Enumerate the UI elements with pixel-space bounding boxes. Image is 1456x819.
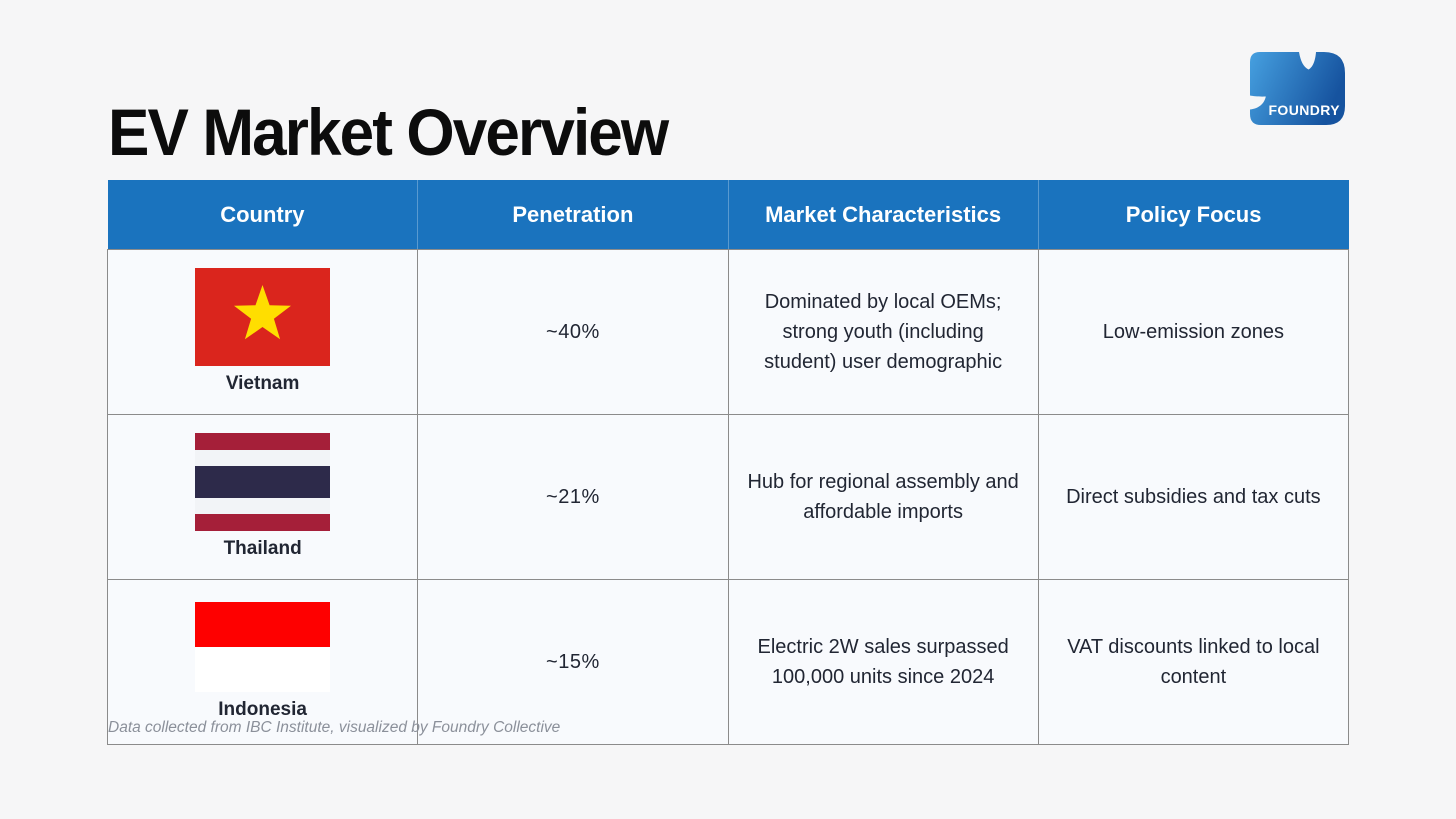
- thailand-market-cell: Hub for regional assembly and affordable…: [727, 414, 1039, 580]
- country-label: Thailand: [223, 538, 302, 560]
- table-header-row: Country Penetration Market Characteristi…: [107, 180, 1349, 250]
- table-row-thailand: Thailand ~21% Hub for regional assembly …: [106, 414, 1350, 580]
- header-market-characteristics: Market Characteristics: [728, 180, 1039, 250]
- source-note: Data collected from IBC Institute, visua…: [108, 719, 561, 736]
- indonesia-country-cell: Indonesia: [106, 579, 419, 745]
- vietnam-flag-icon: [195, 268, 331, 367]
- vietnam-policy-cell: Low-emission zones: [1037, 249, 1350, 415]
- vietnam-market-cell: Dominated by local OEMs; strong youth (i…: [727, 249, 1039, 415]
- foundry-logo-icon: [1250, 52, 1345, 125]
- thailand-country-cell: Thailand: [106, 414, 419, 580]
- header-policy-focus: Policy Focus: [1038, 180, 1349, 250]
- indonesia-penetration-cell: ~15%: [417, 579, 729, 745]
- country-label: Indonesia: [218, 699, 307, 721]
- foundry-logo-label: FOUNDRY: [1268, 102, 1340, 118]
- indonesia-flag-icon: [195, 602, 331, 693]
- page-title: EV Market Overview: [108, 95, 669, 170]
- indonesia-policy-cell: VAT discounts linked to local content: [1037, 579, 1350, 745]
- country-label: Vietnam: [225, 373, 300, 395]
- table-row-vietnam: Vietnam ~40% Dominated by local OEMs; st…: [106, 249, 1350, 415]
- indonesia-market-cell: Electric 2W sales surpassed 100,000 unit…: [727, 579, 1039, 745]
- vietnam-penetration-cell: ~40%: [417, 249, 729, 415]
- thailand-penetration-cell: ~21%: [417, 414, 729, 580]
- ev-market-table: Country Penetration Market Characteristi…: [106, 180, 1350, 745]
- foundry-logo: FOUNDRY: [1250, 52, 1345, 125]
- thailand-flag-icon: [195, 433, 331, 532]
- vietnam-country-cell: Vietnam: [106, 249, 419, 415]
- header-country: Country: [107, 180, 419, 250]
- thailand-policy-cell: Direct subsidies and tax cuts: [1037, 414, 1350, 580]
- table-row-indonesia: Indonesia ~15% Electric 2W sales surpass…: [106, 579, 1350, 745]
- header-penetration: Penetration: [417, 180, 729, 250]
